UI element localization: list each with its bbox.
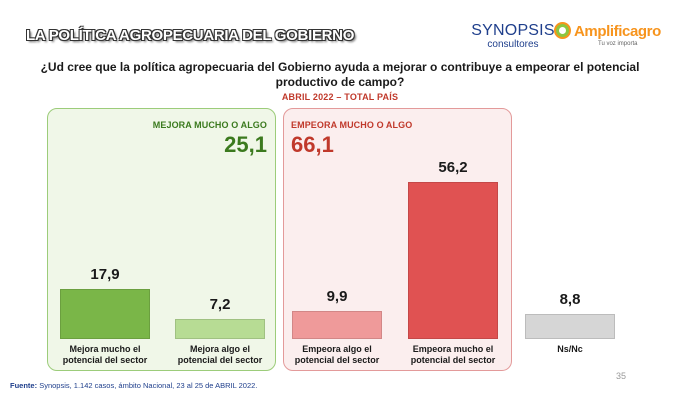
synopsis-logo: SYNOPSIS consultores <box>471 22 555 50</box>
mejora-group-total: 25,1 <box>224 132 267 157</box>
amplificagro-logo-text: Amplificagro <box>574 23 661 40</box>
category-label-5: Ns/Nc <box>557 344 583 354</box>
bar-value-label-5: 8,8 <box>559 291 581 309</box>
source-note: Fuente: Synopsis, 1.142 casos, ámbito Na… <box>10 381 257 390</box>
source-label: Fuente: <box>10 381 38 390</box>
amplificagro-tagline: Tu voz importa <box>598 41 638 47</box>
bar-value-label-3: 9,9 <box>326 288 348 306</box>
source-text: Synopsis, 1.142 casos, ámbito Nacional, … <box>39 381 258 390</box>
mejora-group-label: MEJORA MUCHO O ALGO <box>152 120 267 130</box>
bar-3 <box>292 311 382 339</box>
location-pin-icon <box>554 22 571 39</box>
survey-question: ¿Ud cree que la política agropecuaria de… <box>40 60 640 89</box>
page-number: 35 <box>616 371 627 381</box>
category-label-4: Empeora mucho el potencial del sector <box>410 344 496 365</box>
synopsis-logo-subtext: consultores <box>487 39 539 50</box>
chart-subtitle: ABRIL 2022 – TOTAL PAÍS <box>281 92 399 102</box>
bar-5 <box>525 314 615 339</box>
bar-1 <box>60 288 150 339</box>
empeora-group-label: EMPEORA MUCHO O ALGO <box>291 120 413 130</box>
bar-value-label-1: 17,9 <box>90 265 120 283</box>
category-label-2: Mejora algo el potencial del sector <box>177 344 263 365</box>
bar-4 <box>408 182 498 339</box>
bar-2 <box>175 318 265 339</box>
category-label-3: Empeora algo el potencial del sector <box>294 344 380 365</box>
empeora-group-total: 66,1 <box>291 132 334 157</box>
bar-value-label-4: 56,2 <box>438 159 468 176</box>
bar-value-label-2: 7,2 <box>209 295 231 313</box>
category-label-1: Mejora mucho el potencial del sector <box>62 344 148 365</box>
page-title: LA POLÍTICA AGROPECUARIA DEL GOBIERNO <box>26 27 355 44</box>
synopsis-logo-text: SYNOPSIS <box>471 22 555 39</box>
